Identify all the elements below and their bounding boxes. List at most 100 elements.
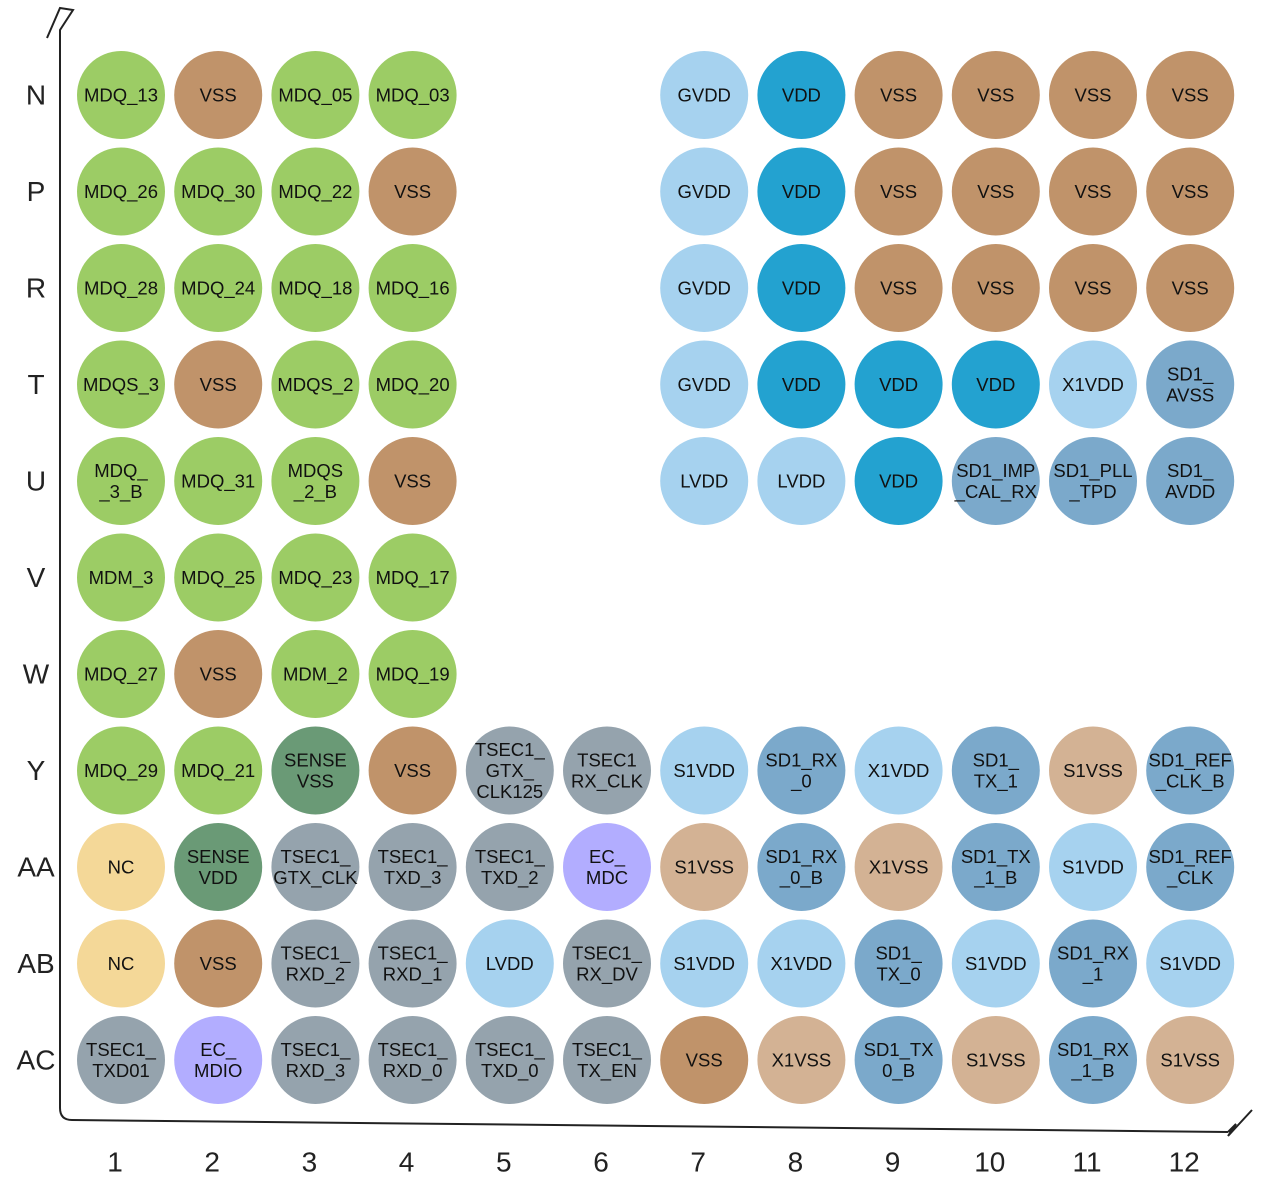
ball: VSS bbox=[174, 919, 263, 1008]
ball-label: MDQ_ bbox=[94, 460, 148, 482]
ball-label: _CLK_B bbox=[1155, 771, 1225, 793]
ball-label: TSEC1_ bbox=[86, 1039, 157, 1061]
ball: SD1_RX_1_B bbox=[1049, 1016, 1137, 1104]
ball-label: TSEC1_ bbox=[475, 1039, 546, 1061]
ball-circle bbox=[271, 244, 360, 332]
ball-circle bbox=[174, 726, 263, 815]
ball: MDQ_13 bbox=[77, 51, 165, 139]
column-label: 10 bbox=[974, 1147, 1005, 1178]
ball-circle bbox=[1146, 1016, 1235, 1104]
ball-circle bbox=[368, 1016, 457, 1104]
ball-circle bbox=[757, 147, 846, 236]
ball-label: RX_CLK bbox=[571, 771, 644, 793]
ball-circle bbox=[368, 244, 457, 332]
ball-label: MDQ_30 bbox=[181, 181, 255, 203]
ball-label: S1VDD bbox=[673, 953, 735, 974]
ball-label: TXD_2 bbox=[481, 867, 539, 889]
ball-label: LVDD bbox=[486, 953, 534, 974]
ball-circle bbox=[660, 244, 749, 332]
ball-label: S1VSS bbox=[966, 1050, 1026, 1071]
ball-circle bbox=[1146, 726, 1235, 815]
ball-label: _1 bbox=[1082, 964, 1104, 986]
ball: MDQ_23 bbox=[271, 533, 360, 622]
ball-label: X1VSS bbox=[772, 1050, 832, 1071]
ball-label: TSEC1_ bbox=[378, 943, 449, 965]
ball-label: VSS bbox=[977, 85, 1014, 106]
ball-label: LVDD bbox=[680, 471, 728, 492]
ball: GVDD bbox=[660, 340, 749, 429]
ball-circle bbox=[1049, 51, 1137, 139]
ball-circle bbox=[1049, 244, 1137, 332]
ball-label: S1VSS bbox=[1063, 760, 1123, 781]
ball-label: VSS bbox=[880, 181, 917, 202]
ball-label: X1VDD bbox=[771, 953, 833, 974]
ball-label: MDQ_17 bbox=[376, 567, 450, 589]
ball: SD1_REF_CLK_B bbox=[1146, 726, 1235, 815]
ball: TSEC1_TXD01 bbox=[77, 1016, 165, 1104]
column-label: 4 bbox=[399, 1147, 415, 1178]
ball: EC_MDC bbox=[563, 823, 651, 911]
ball: S1VSS bbox=[1049, 726, 1137, 815]
ball: NC bbox=[77, 919, 165, 1008]
row-label: T bbox=[27, 369, 44, 400]
ball: VSS bbox=[174, 340, 263, 429]
ball-circle bbox=[854, 147, 943, 236]
ball-label: VSS bbox=[1172, 181, 1209, 202]
balls: MDQ_13 VSS MDQ_05 MDQ_03 GVDD VDD VSS VSS VSS VSS… bbox=[77, 51, 1235, 1104]
ball-circle bbox=[563, 919, 651, 1008]
ball-circle bbox=[271, 726, 360, 815]
ball: MDQ_29 bbox=[77, 726, 165, 815]
ball: TSEC1_TX_EN bbox=[563, 1016, 651, 1104]
ball-label: SD1_RX bbox=[1057, 1039, 1129, 1061]
ball-label: SD1_RX bbox=[765, 750, 837, 772]
ball-label: RXD_3 bbox=[286, 1060, 346, 1082]
ball: VSS bbox=[951, 244, 1040, 332]
ball-circle bbox=[465, 1016, 554, 1104]
ball-label: _CAL_RX bbox=[954, 481, 1037, 503]
ball-label: NC bbox=[108, 953, 135, 974]
ball-label: RX_DV bbox=[576, 964, 638, 986]
ball: VSS bbox=[660, 1016, 749, 1104]
ball: LVDD bbox=[757, 437, 846, 525]
ball-circle bbox=[271, 630, 360, 718]
ball-circle bbox=[271, 1016, 360, 1104]
ball: S1VSS bbox=[1146, 1016, 1235, 1104]
ball: MDQ_25 bbox=[174, 533, 263, 622]
ball-label: VSS bbox=[200, 953, 237, 974]
ball-label: MDQ_16 bbox=[376, 278, 450, 300]
ball-circle bbox=[757, 51, 846, 139]
ball-label: VSS bbox=[394, 181, 431, 202]
ball-label: S1VDD bbox=[1062, 857, 1124, 878]
ball-circle bbox=[660, 726, 749, 815]
ball-label: TX_EN bbox=[577, 1060, 637, 1082]
ball: MDQ_26 bbox=[77, 147, 165, 236]
ball-label: MDQ_26 bbox=[84, 181, 158, 203]
row-label: R bbox=[26, 273, 46, 304]
ball-label: SD1_IMP bbox=[956, 460, 1035, 482]
ball-label: _0 bbox=[790, 771, 812, 793]
ball-label: MDQ_31 bbox=[181, 471, 255, 493]
ball: VDD bbox=[757, 51, 846, 139]
ball-label: S1VSS bbox=[674, 857, 734, 878]
ball: VSS bbox=[1049, 147, 1137, 236]
ball: TSEC1_RXD_2 bbox=[271, 919, 360, 1008]
ball-label: RXD_2 bbox=[286, 964, 346, 986]
ball-label: VSS bbox=[1074, 85, 1111, 106]
ball-label: MDQS bbox=[288, 460, 344, 481]
ball-label: _TPD bbox=[1068, 481, 1116, 503]
ball: VSS bbox=[951, 147, 1040, 236]
ball-label: MDQ_03 bbox=[376, 85, 450, 107]
ball: SD1_TX_1_B bbox=[951, 823, 1040, 911]
ball: MDQ_24 bbox=[174, 244, 263, 332]
ball: SD1_TX0_B bbox=[854, 1016, 943, 1104]
ball-circle bbox=[271, 823, 360, 911]
ball: MDQ_16 bbox=[368, 244, 457, 332]
ball: S1VDD bbox=[660, 919, 749, 1008]
ball-circle bbox=[77, 823, 165, 911]
ball: VSS bbox=[1146, 244, 1235, 332]
ball-label: SD1_PLL bbox=[1053, 460, 1132, 482]
ball-circle bbox=[271, 533, 360, 622]
ball-circle bbox=[77, 533, 165, 622]
